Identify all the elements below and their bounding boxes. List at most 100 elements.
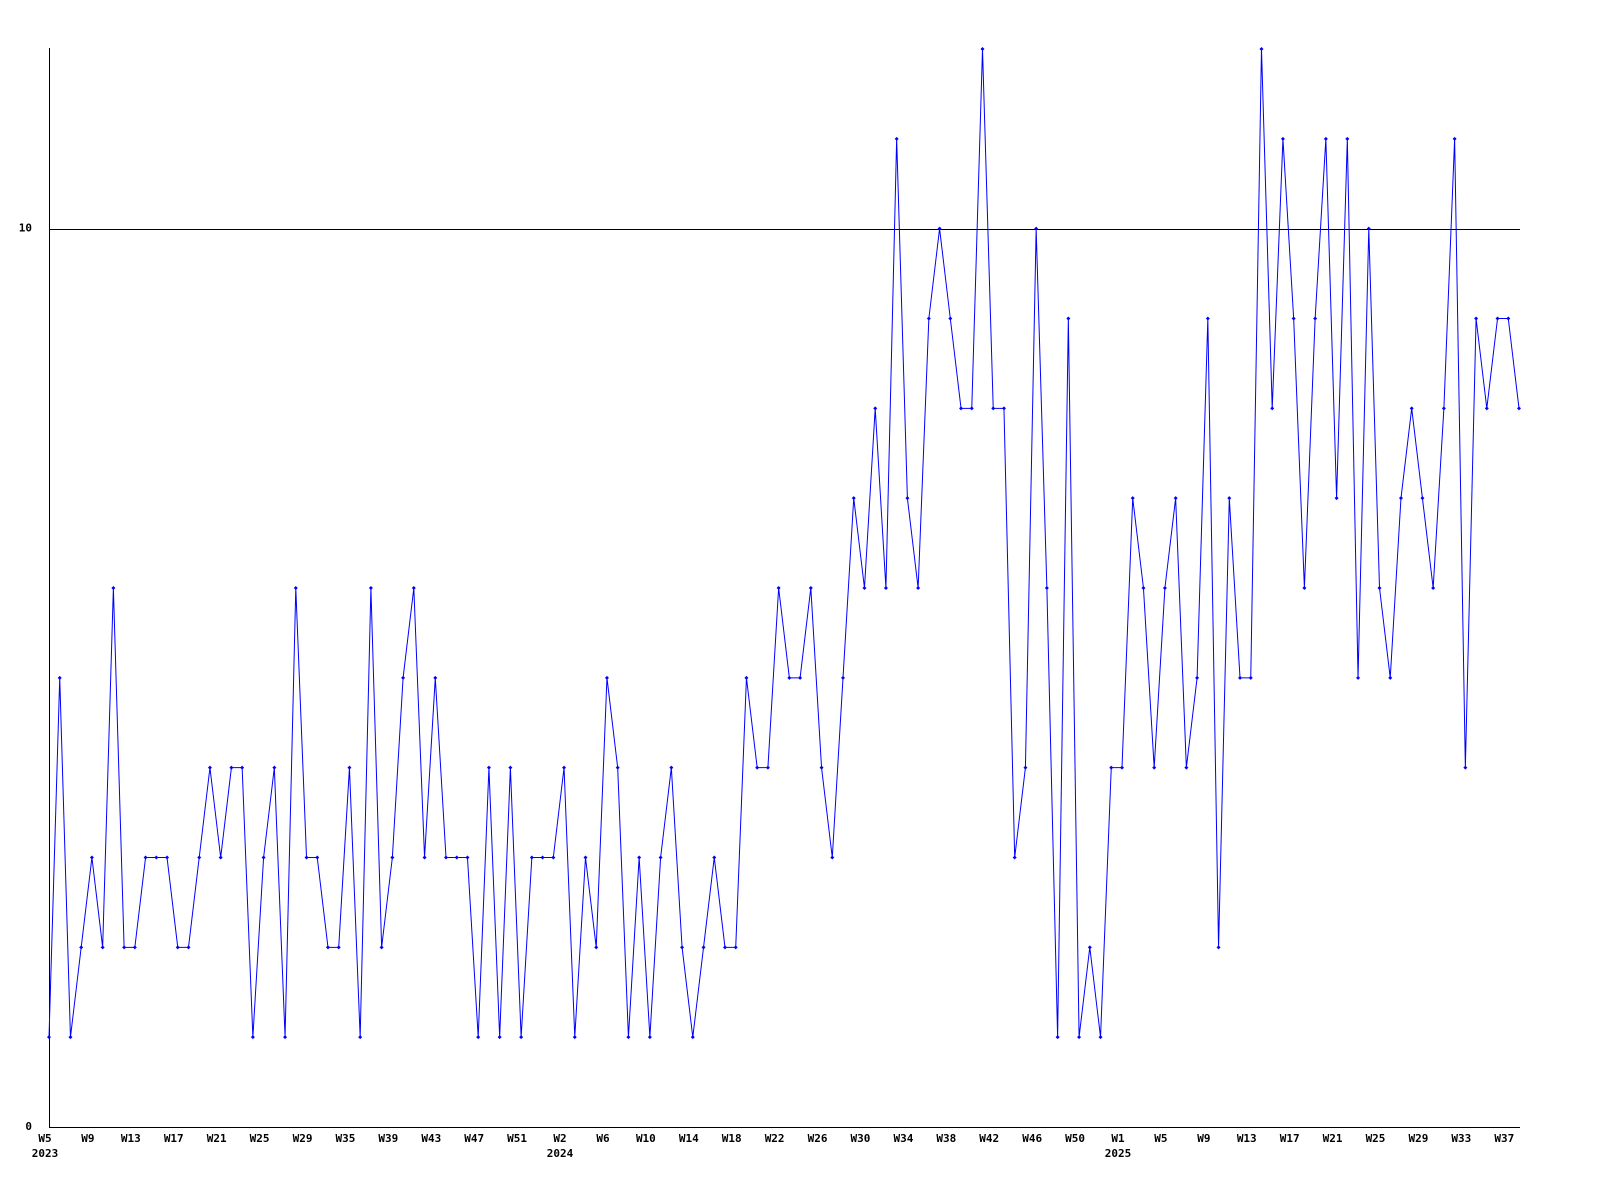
data-point	[1012, 855, 1017, 860]
data-point	[572, 1035, 577, 1040]
data-point	[154, 855, 159, 860]
data-point	[433, 675, 438, 680]
data-point	[272, 765, 277, 770]
x-tick-label: W1	[1111, 1132, 1125, 1145]
data-point	[690, 1035, 695, 1040]
data-point	[637, 855, 642, 860]
data-point	[787, 675, 792, 680]
data-point	[583, 855, 588, 860]
x-tick-label: W29	[293, 1132, 313, 1145]
data-point	[186, 945, 191, 950]
data-point	[894, 136, 899, 141]
x-tick-label: W29	[1408, 1132, 1428, 1145]
data-point	[68, 1035, 73, 1040]
y-tick-label: 10	[19, 222, 32, 235]
x-tick-label: W34	[893, 1132, 913, 1145]
data-point	[980, 47, 985, 51]
x-tick-label: W39	[378, 1132, 398, 1145]
data-point	[411, 586, 416, 590]
x-tick-label: W2	[553, 1132, 566, 1145]
data-point	[240, 765, 245, 770]
data-point	[79, 945, 84, 950]
data-point	[991, 406, 996, 411]
data-point	[755, 765, 760, 770]
data-point	[250, 1035, 255, 1040]
x-tick-label: W38	[936, 1132, 956, 1145]
data-point	[647, 1035, 652, 1040]
data-point	[905, 496, 910, 501]
x-tick-label: W5	[1154, 1132, 1167, 1145]
data-point	[379, 945, 384, 950]
data-point	[1323, 136, 1328, 141]
x-tick-label: W25	[250, 1132, 270, 1145]
data-point	[529, 855, 534, 860]
data-point	[111, 586, 116, 590]
data-point	[1119, 765, 1124, 770]
data-point	[454, 855, 459, 860]
data-point	[1044, 586, 1049, 590]
data-point	[916, 586, 921, 590]
x-tick-label: W10	[636, 1132, 656, 1145]
data-point	[669, 765, 674, 770]
data-point	[315, 855, 320, 860]
data-point	[830, 855, 835, 860]
y-tick-label: 0	[25, 1120, 32, 1133]
data-point	[390, 855, 395, 860]
x-tick-label: W43	[421, 1132, 441, 1145]
x-tick-label: W50	[1065, 1132, 1085, 1145]
data-point	[261, 855, 266, 860]
data-point	[293, 586, 298, 590]
x-year-label: 2023	[32, 1147, 59, 1160]
data-point	[722, 945, 727, 950]
data-point	[1334, 496, 1339, 501]
data-point	[1388, 675, 1393, 680]
x-year-label: 2024	[547, 1147, 574, 1160]
x-tick-label: W17	[164, 1132, 184, 1145]
data-point	[283, 1035, 288, 1040]
data-point	[841, 675, 846, 680]
data-point	[1356, 675, 1361, 680]
data-point	[680, 945, 685, 950]
data-point	[218, 855, 223, 860]
data-point	[57, 675, 62, 680]
data-point	[883, 586, 888, 590]
x-tick-label: W13	[121, 1132, 141, 1145]
data-point	[1270, 406, 1275, 411]
data-point	[1366, 226, 1371, 231]
data-point	[1130, 496, 1135, 501]
x-tick-label: W9	[81, 1132, 94, 1145]
data-point	[540, 855, 545, 860]
x-tick-label: W21	[207, 1132, 227, 1145]
data-point	[1173, 496, 1178, 501]
data-point	[1280, 136, 1285, 141]
data-point	[401, 675, 406, 680]
x-tick-label: W22	[765, 1132, 785, 1145]
x-tick-label: W35	[336, 1132, 356, 1145]
x-tick-label: W51	[507, 1132, 527, 1145]
data-point	[959, 406, 964, 411]
data-point	[765, 765, 770, 770]
x-tick-label: W47	[464, 1132, 484, 1145]
data-point	[733, 945, 738, 950]
data-point	[1517, 406, 1521, 411]
data-point	[122, 945, 127, 950]
x-tick-label: W46	[1022, 1132, 1042, 1145]
data-point	[658, 855, 663, 860]
data-point	[1152, 765, 1157, 770]
data-point	[701, 945, 706, 950]
data-point	[1184, 765, 1189, 770]
data-point	[47, 1035, 51, 1040]
x-tick-label: W26	[808, 1132, 828, 1145]
data-point	[1087, 945, 1092, 950]
data-point	[1023, 765, 1028, 770]
data-point	[1431, 586, 1436, 590]
x-tick-label: W18	[722, 1132, 742, 1145]
data-point	[1077, 1035, 1082, 1040]
x-tick-label: W33	[1451, 1132, 1471, 1145]
data-point	[1463, 765, 1468, 770]
data-point	[1259, 47, 1264, 51]
data-line	[48, 48, 1520, 1038]
data-point	[1109, 765, 1114, 770]
data-point	[1409, 406, 1414, 411]
